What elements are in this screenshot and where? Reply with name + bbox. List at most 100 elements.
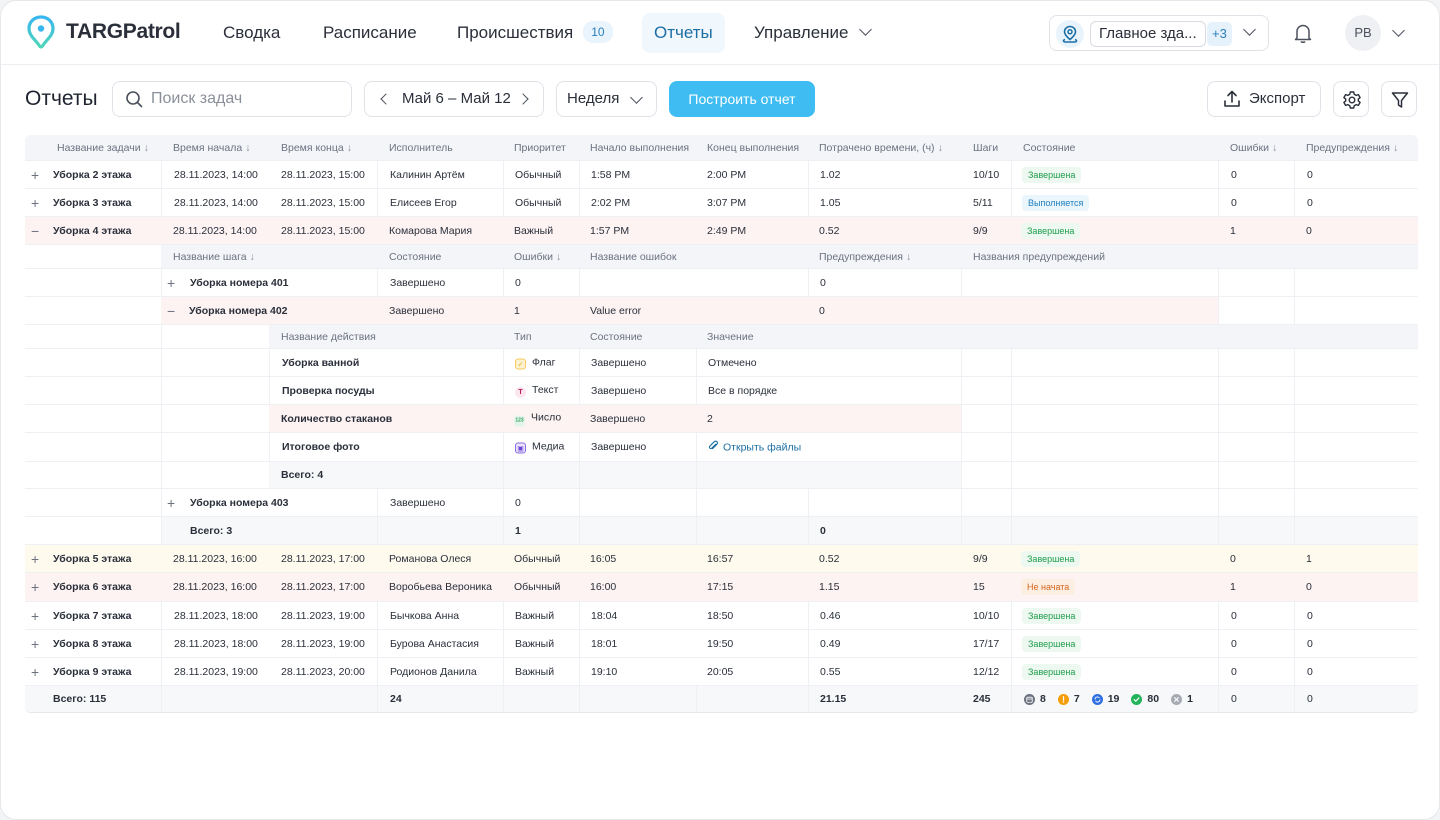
sort-arrow-icon: ↓ [555, 250, 562, 263]
status-count-cancelled: 1 [1171, 693, 1193, 705]
top-navigation: TARGPatrol Сводка Расписание Происшестви… [1, 1, 1439, 65]
nav-label: Отчеты [654, 23, 713, 42]
location-chip[interactable]: Главное зда... [1090, 21, 1206, 47]
empty-cell [503, 686, 579, 712]
nav-item-schedule[interactable]: Расписание [311, 13, 429, 53]
task-steps: 15 [973, 581, 985, 593]
settings-button[interactable] [1333, 81, 1369, 117]
action-name: Итоговое фото [269, 433, 503, 461]
location-selector[interactable]: Главное зда... +3 [1049, 15, 1269, 51]
steps-column-header-warning-names: Названия предупреждений [973, 250, 1105, 263]
build-report-button[interactable]: Построить отчет [669, 81, 815, 117]
open-files-link[interactable]: Открыть файлы [708, 440, 801, 454]
plus-icon: + [31, 663, 40, 680]
task-priority: Важный [503, 658, 579, 685]
calendar-icon [1024, 693, 1035, 705]
status-badge: Завершена [1022, 607, 1082, 624]
action-name: Уборка ванной [269, 349, 503, 376]
chevron-down-icon [858, 23, 872, 36]
previous-week-button[interactable] [369, 82, 399, 116]
steps-column-header-name[interactable]: Название шага ↓ [173, 250, 255, 263]
task-steps: 10/10 [973, 609, 1000, 622]
empty-cell [1294, 297, 1418, 324]
task-priority: Обычный [514, 581, 561, 593]
filter-button[interactable] [1381, 81, 1417, 117]
task-row[interactable]: + Уборка 3 этажа 28.11.2023, 14:00 28.11… [25, 189, 1418, 217]
nav-item-incidents[interactable]: Происшествия 10 [445, 13, 625, 53]
column-header-start[interactable]: Время начала ↓ [173, 141, 251, 154]
task-start-time: 28.11.2023, 16:00 [173, 552, 257, 565]
task-exec-end: 2:49 PM [707, 224, 747, 237]
empty-cell [1011, 462, 1218, 488]
gear-icon [1343, 91, 1361, 109]
step-row[interactable]: + Уборка номера 401 Завершено 0 0 [25, 269, 1418, 297]
expand-row-button[interactable]: + [25, 161, 45, 188]
steps-column-header-errors[interactable]: Ошибки ↓ [514, 250, 562, 263]
nav-label: Сводка [223, 23, 281, 42]
nav-item-summary[interactable]: Сводка [211, 13, 292, 53]
task-row-warning[interactable]: + Уборка 5 этажа 28.11.2023, 16:00 28.11… [25, 545, 1418, 573]
steps-column-header-warnings[interactable]: Предупреждения ↓ [819, 250, 912, 263]
task-row[interactable]: + Уборка 8 этажа 28.11.2023, 18:00 28.11… [25, 630, 1418, 658]
column-header-name[interactable]: Название задачи ↓ [57, 141, 149, 154]
task-executor: Елисеев Егор [377, 189, 503, 216]
task-time-spent: 1.05 [808, 189, 961, 216]
task-row[interactable]: + Уборка 9 этажа 28.11.2023, 19:00 28.11… [25, 658, 1418, 686]
next-week-button[interactable] [511, 82, 541, 116]
nav-label: Происшествия [457, 23, 574, 42]
user-menu-chevron-icon[interactable] [1392, 24, 1405, 37]
period-select[interactable]: Неделя [556, 81, 657, 117]
grand-total-row: Всего: 115 24 21.15 245 8 7 19 80 1 0 0 [25, 686, 1418, 712]
task-exec-start: 1:57 PM [590, 224, 630, 237]
status-count-overdue: 7 [1057, 693, 1080, 705]
brand-name: TARGPatrol [66, 20, 181, 43]
action-value: Все в порядке [696, 377, 961, 404]
expand-step-button[interactable]: + [161, 489, 181, 516]
search-input[interactable] [151, 82, 347, 116]
grand-total-executors: 24 [377, 686, 503, 712]
column-header-spent[interactable]: Потрачено времени, (ч) ↓ [819, 141, 943, 154]
error-highlight-bg [269, 405, 961, 432]
column-header-errors[interactable]: Ошибки ↓ [1230, 141, 1278, 154]
empty-cell [1218, 517, 1294, 544]
nav-item-reports[interactable]: Отчеты [642, 13, 725, 53]
user-avatar[interactable]: PB [1345, 15, 1381, 51]
task-time-spent: 0.46 [808, 602, 961, 629]
task-row[interactable]: + Уборка 7 этажа 28.11.2023, 18:00 28.11… [25, 602, 1418, 630]
empty-cell [1294, 377, 1418, 404]
expand-row-button[interactable]: + [25, 573, 45, 601]
period-select-value: Неделя [567, 90, 620, 107]
collapse-row-button[interactable]: − [25, 217, 45, 244]
step-row-expanded[interactable]: − Уборка номера 402 Завершено 1 Value er… [25, 297, 1418, 325]
task-row[interactable]: + Уборка 2 этажа 28.11.2023, 14:00 28.11… [25, 161, 1418, 189]
expand-row-button[interactable]: + [25, 630, 45, 657]
expand-row-button[interactable]: + [25, 602, 45, 629]
export-button[interactable]: Экспорт [1207, 81, 1321, 117]
collapse-step-button[interactable]: − [161, 297, 181, 324]
task-start-time: 28.11.2023, 18:00 [161, 630, 269, 657]
notifications-bell-icon[interactable] [1291, 21, 1315, 45]
column-header-warnings[interactable]: Предупреждения ↓ [1306, 141, 1399, 154]
expand-row-button[interactable]: + [25, 545, 45, 572]
task-row-expanded[interactable]: − Уборка 4 этажа 28.11.2023, 14:00 28.11… [25, 217, 1418, 245]
task-exec-start: 18:04 [579, 602, 696, 629]
column-header-end[interactable]: Время конца ↓ [281, 141, 352, 154]
steps-column-header-error-names: Название ошибок [590, 250, 677, 263]
chevron-right-icon [517, 93, 529, 105]
step-name: Уборка номера 403 [161, 489, 377, 516]
nav-item-management[interactable]: Управление [742, 13, 882, 53]
expand-row-button[interactable]: + [25, 189, 45, 216]
column-header-status: Состояние [1023, 141, 1076, 154]
plus-icon: + [31, 607, 40, 624]
empty-cell [579, 489, 696, 516]
task-row-error[interactable]: + Уборка 6 этажа 28.11.2023, 16:00 28.11… [25, 573, 1418, 602]
task-exec-start: 16:00 [590, 581, 617, 593]
expand-row-button[interactable]: + [25, 658, 45, 685]
empty-cell [1218, 377, 1294, 404]
plus-icon: + [31, 194, 40, 211]
empty-cell [1294, 462, 1418, 488]
step-row[interactable]: + Уборка номера 403 Завершено 0 [25, 489, 1418, 517]
task-warnings: 0 [1306, 224, 1312, 237]
step-warnings: 0 [819, 304, 825, 317]
expand-step-button[interactable]: + [161, 269, 181, 296]
